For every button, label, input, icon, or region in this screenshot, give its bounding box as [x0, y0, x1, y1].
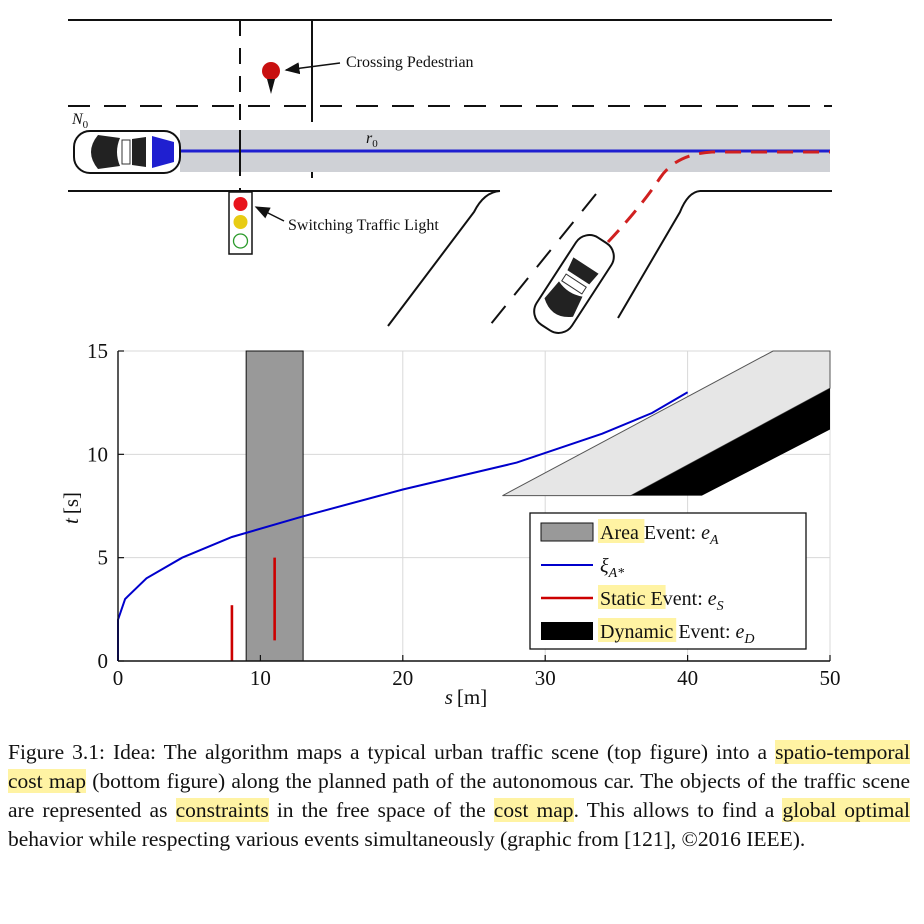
traffic-light-yellow-lamp	[233, 215, 248, 229]
side-road-left-edge	[387, 190, 501, 327]
y-axis-label: t[s]	[59, 492, 83, 524]
caption-text: . This allows to find a	[573, 798, 783, 822]
legend-highlight	[598, 618, 677, 642]
y-tick-label: 0	[98, 649, 109, 673]
ego-car-icon	[73, 130, 181, 174]
x-axis-label: s [m]	[445, 685, 488, 709]
chart-axes	[117, 351, 830, 662]
traffic-light-icon	[228, 191, 253, 255]
x-tick-label: 50	[820, 666, 841, 690]
pedestrian-arrow	[284, 62, 341, 75]
y-tick-label: 10	[87, 442, 108, 466]
x-tick-label: 10	[250, 666, 271, 690]
legend-swatch-dynamic	[541, 622, 593, 640]
legend-swatch-area	[540, 522, 594, 542]
legend-label: Dynamic Event: eD	[600, 621, 755, 647]
node-label: N0	[71, 111, 89, 131]
legend: Area Event: eA ξA* Static Event: eS Dynamic…	[529, 512, 807, 650]
pedestrian-label: Crossing Pedestrian	[346, 54, 474, 71]
traffic-light-red-lamp	[233, 197, 248, 211]
figure-caption: Figure 3.1: Idea: The algorithm maps a t…	[8, 738, 910, 854]
x-tick-label: 40	[677, 666, 698, 690]
caption-text: Figure 3.1: Idea: The algorithm maps a t…	[8, 740, 776, 764]
caption-highlight: global optimal	[782, 798, 910, 822]
traffic-scene: N0 r0 Crossing Pedestrian Switching Traf…	[68, 19, 832, 334]
legend-label: ξA*	[600, 555, 624, 581]
trajectory-line	[117, 391, 689, 661]
caption-text: (bottom figure) along the planned path o…	[8, 769, 910, 822]
caption-text: behavior while respecting various events…	[8, 827, 806, 851]
x-tick-label: 30	[535, 666, 556, 690]
legend-highlight	[598, 585, 666, 609]
legend-label: Area Event: eA	[600, 522, 719, 548]
pedestrian-icon	[262, 62, 280, 94]
x-tick-label: 20	[392, 666, 413, 690]
y-tick-label: 5	[98, 546, 109, 570]
traffic-light-label: Switching Traffic Light	[288, 217, 439, 234]
traffic-light-arrow	[254, 206, 285, 222]
chart-events	[230, 350, 831, 662]
caption-highlight: cost map	[493, 798, 574, 822]
y-tick-label: 15	[87, 339, 108, 363]
dynamic-event-light-region	[502, 350, 831, 497]
chart-series	[117, 391, 689, 661]
merging-car-icon	[533, 234, 615, 334]
x-tick-label: 0	[113, 666, 124, 690]
dynamic-event-region	[630, 388, 830, 496]
caption-text: in the free space of the	[268, 798, 494, 822]
merging-vehicle-path	[606, 150, 830, 244]
side-road-center-dashed	[485, 193, 597, 331]
caption-highlight: constraints	[175, 798, 269, 822]
legend-highlight	[598, 519, 645, 543]
legend-label: Static Event: eS	[600, 588, 724, 614]
chart-ticks: 0 10 20 30 40 50 0 5 10 15	[87, 339, 841, 690]
traffic-light-green-lamp	[232, 233, 249, 249]
side-road-right-edge	[617, 190, 701, 319]
route-label: r0	[366, 130, 378, 150]
cost-map-chart: 0 10 20 30 40 50 0 5 10 15 s [m] t[s] Area Event: …	[59, 339, 841, 709]
